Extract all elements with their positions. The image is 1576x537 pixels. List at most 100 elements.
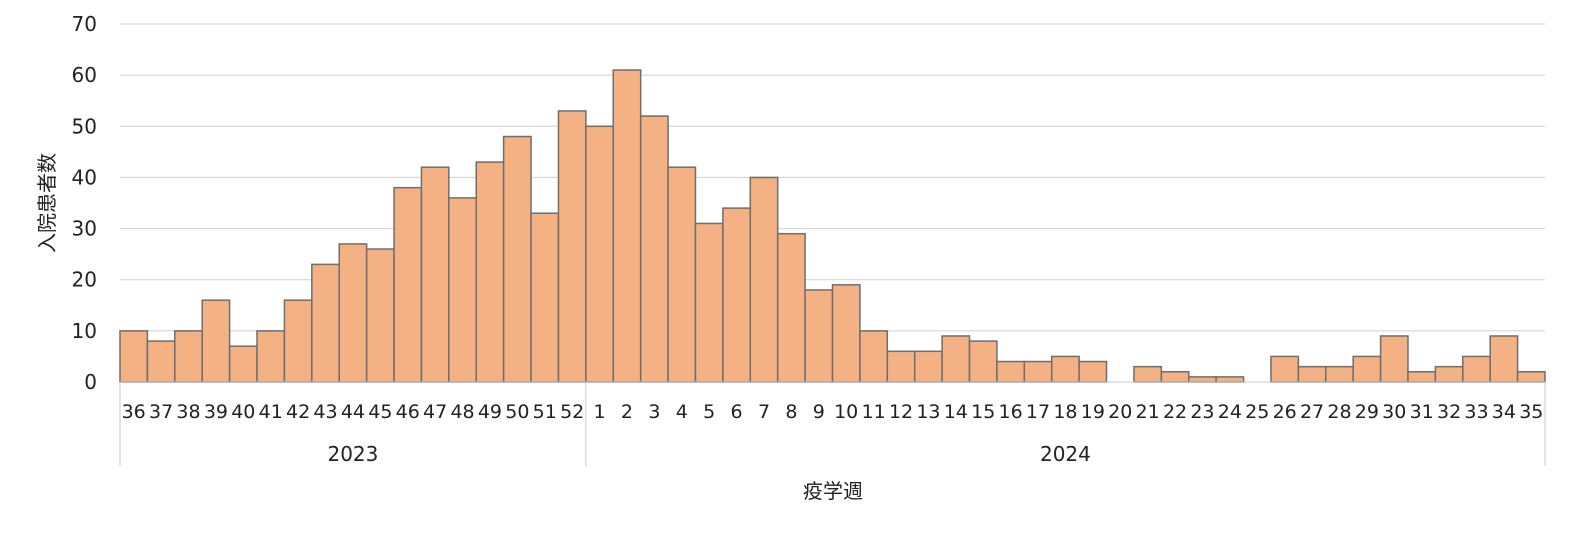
bar [201, 299, 231, 383]
bar-series [119, 69, 1546, 383]
x-tick-label: 45 [368, 401, 392, 423]
bar [338, 243, 368, 383]
bar [968, 340, 998, 383]
year-group-label: 2024 [1040, 442, 1091, 466]
x-tick-label: 25 [1245, 401, 1269, 423]
y-tick-label: 0 [84, 370, 97, 394]
bar [1434, 365, 1464, 383]
x-tick-label: 48 [450, 401, 474, 423]
x-tick-label: 2 [621, 401, 633, 423]
x-tick-label: 32 [1437, 401, 1461, 423]
x-tick-label: 22 [1163, 401, 1187, 423]
bar [365, 248, 395, 383]
x-tick-label: 4 [676, 401, 688, 423]
bar [1297, 365, 1327, 383]
bar [228, 345, 258, 383]
x-tick-label: 47 [423, 401, 447, 423]
x-tick-label: 31 [1410, 401, 1434, 423]
bar [119, 330, 149, 383]
x-tick-label: 23 [1190, 401, 1214, 423]
x-tick-label: 19 [1081, 401, 1105, 423]
bar [502, 135, 532, 383]
x-tick-label: 37 [149, 401, 173, 423]
x-tick-label: 50 [505, 401, 529, 423]
x-tick-label: 49 [478, 401, 502, 423]
bar [146, 340, 176, 383]
y-tick-label: 60 [72, 63, 97, 87]
year-group-label: 2023 [327, 442, 378, 466]
y-tick-label: 50 [72, 114, 97, 138]
bar [996, 360, 1026, 383]
y-axis-label: 入院患者数 [35, 153, 59, 253]
x-tick-label: 20 [1108, 401, 1132, 423]
x-tick-label: 24 [1218, 401, 1242, 423]
x-tick-label: 16 [999, 401, 1023, 423]
y-tick-label: 70 [72, 12, 97, 36]
bar [1215, 376, 1245, 383]
bar [530, 212, 560, 383]
x-tick-label: 29 [1355, 401, 1379, 423]
y-tick-label: 10 [72, 319, 97, 343]
bar [886, 350, 916, 383]
bar [1379, 335, 1409, 383]
x-tick-label: 28 [1327, 401, 1351, 423]
x-tick-label: 52 [560, 401, 584, 423]
x-axis-label: 疫学週 [803, 479, 863, 503]
bar [804, 289, 834, 383]
x-tick-label: 41 [259, 401, 283, 423]
bar [1462, 355, 1491, 383]
bar [1407, 371, 1437, 383]
x-tick-label: 33 [1464, 401, 1488, 423]
x-tick-label: 51 [533, 401, 557, 423]
bar [1188, 376, 1217, 383]
y-axis-ticks: 0 10 20 30 40 50 60 70 [72, 12, 97, 394]
bar [1270, 355, 1300, 383]
bar [393, 186, 423, 383]
bar [557, 110, 587, 383]
x-tick-label: 21 [1136, 401, 1160, 423]
bar [1352, 355, 1382, 383]
x-tick-label: 13 [916, 401, 940, 423]
bar [256, 330, 286, 383]
x-tick-label: 40 [231, 401, 255, 423]
x-tick-label: 14 [944, 401, 968, 423]
bar [420, 166, 450, 383]
x-tick-label: 27 [1300, 401, 1324, 423]
bar [694, 222, 724, 383]
x-tick-label: 18 [1053, 401, 1077, 423]
x-tick-label: 36 [122, 401, 146, 423]
bar [612, 69, 642, 383]
x-tick-label: 42 [286, 401, 310, 423]
y-tick-label: 20 [72, 268, 97, 292]
bar [1489, 335, 1519, 383]
x-tick-label: 10 [834, 401, 858, 423]
x-tick-label: 3 [648, 401, 660, 423]
x-tick-label: 8 [785, 401, 797, 423]
x-tick-label: 7 [758, 401, 770, 423]
x-tick-label: 15 [971, 401, 995, 423]
y-tick-label: 40 [72, 165, 97, 189]
x-tick-label: 35 [1519, 401, 1543, 423]
bar [1133, 365, 1163, 383]
x-tick-label: 46 [396, 401, 420, 423]
bar [776, 232, 806, 383]
bar [475, 161, 505, 383]
bar [831, 284, 861, 383]
bar [722, 207, 752, 383]
x-tick-label: 30 [1382, 401, 1406, 423]
x-tick-label: 5 [703, 401, 715, 423]
x-tick-label: 12 [889, 401, 913, 423]
x-tick-label: 6 [731, 401, 743, 423]
bar [749, 176, 779, 383]
bar [174, 330, 203, 383]
bar [941, 335, 971, 383]
bar [448, 197, 478, 383]
bar [1325, 365, 1354, 383]
bar [311, 263, 340, 383]
bar [1078, 360, 1108, 383]
bar [1160, 371, 1190, 383]
x-tick-label: 9 [813, 401, 825, 423]
x-tick-label: 26 [1273, 401, 1297, 423]
x-tick-label: 44 [341, 401, 365, 423]
